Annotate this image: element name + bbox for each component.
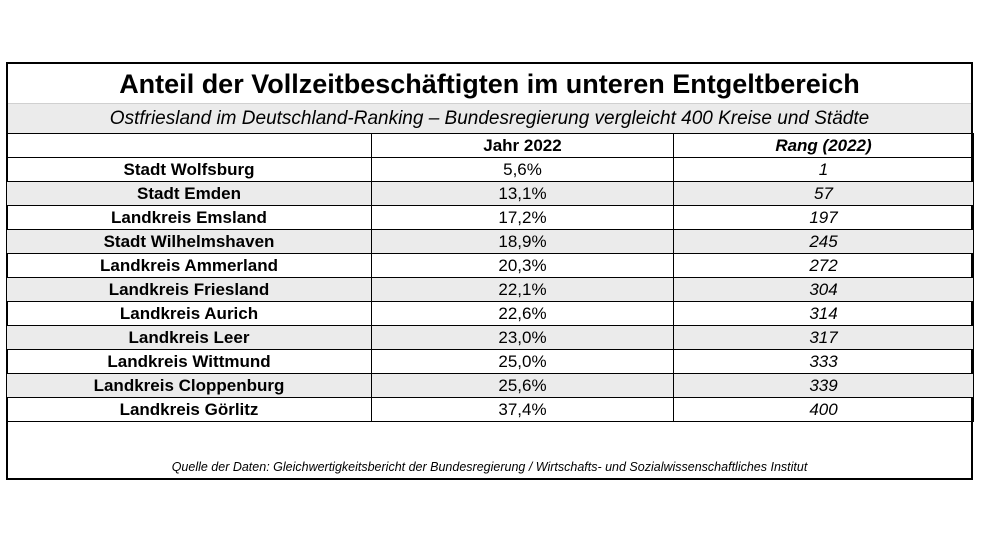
table-row: Stadt Wolfsburg 5,6% 1: [6, 157, 974, 182]
ranking-table: Jahr 2022 Rang (2022) Stadt Wolfsburg 5,…: [6, 133, 974, 422]
region-cell: Landkreis Leer: [6, 325, 372, 350]
rank-cell: 314: [673, 301, 974, 326]
rank-cell: 57: [673, 181, 974, 206]
rank-cell: 272: [673, 253, 974, 278]
rank-cell: 339: [673, 373, 974, 398]
share-cell: 22,1%: [371, 277, 674, 302]
share-cell: 20,3%: [371, 253, 674, 278]
share-cell: 18,9%: [371, 229, 674, 254]
table-row: Landkreis Leer 23,0% 317: [6, 325, 974, 350]
table-row: Landkreis Wittmund 25,0% 333: [6, 349, 974, 374]
table-row: Landkreis Friesland 22,1% 304: [6, 277, 974, 302]
share-cell: 5,6%: [371, 157, 674, 182]
region-cell: Landkreis Görlitz: [6, 397, 372, 422]
region-cell: Landkreis Ammerland: [6, 253, 372, 278]
source-note: Quelle der Daten: Gleichwertigkeitsberic…: [171, 460, 808, 474]
header-row: Jahr 2022 Rang (2022): [6, 133, 974, 158]
region-cell: Stadt Wilhelmshaven: [6, 229, 372, 254]
rank-cell: 317: [673, 325, 974, 350]
table-frame: Anteil der Vollzeitbeschäftigten im unte…: [6, 62, 974, 480]
share-cell: 22,6%: [371, 301, 674, 326]
region-cell: Stadt Wolfsburg: [6, 157, 372, 182]
region-cell: Stadt Emden: [6, 181, 372, 206]
table-row: Stadt Wilhelmshaven 18,9% 245: [6, 229, 974, 254]
share-cell: 25,0%: [371, 349, 674, 374]
rank-cell: 400: [673, 397, 974, 422]
rank-cell: 197: [673, 205, 974, 230]
header-rank: Rang (2022): [673, 133, 974, 158]
header-year: Jahr 2022: [371, 133, 674, 158]
rank-cell: 1: [673, 157, 974, 182]
table-row: Stadt Emden 13,1% 57: [6, 181, 974, 206]
region-cell: Landkreis Cloppenburg: [6, 373, 372, 398]
rank-cell: 333: [673, 349, 974, 374]
table-row: Landkreis Aurich 22,6% 314: [6, 301, 974, 326]
share-cell: 13,1%: [371, 181, 674, 206]
table-row: Landkreis Ammerland 20,3% 272: [6, 253, 974, 278]
share-cell: 25,6%: [371, 373, 674, 398]
rank-cell: 304: [673, 277, 974, 302]
region-cell: Landkreis Wittmund: [6, 349, 372, 374]
share-cell: 37,4%: [371, 397, 674, 422]
table-subtitle: Ostfriesland im Deutschland-Ranking – Bu…: [8, 104, 971, 133]
table-title: Anteil der Vollzeitbeschäftigten im unte…: [8, 64, 971, 104]
region-cell: Landkreis Aurich: [6, 301, 372, 326]
share-cell: 17,2%: [371, 205, 674, 230]
table-row: Landkreis Cloppenburg 25,6% 339: [6, 373, 974, 398]
region-cell: Landkreis Emsland: [6, 205, 372, 230]
share-cell: 23,0%: [371, 325, 674, 350]
table-row: Landkreis Görlitz 37,4% 400: [6, 397, 974, 422]
rank-cell: 245: [673, 229, 974, 254]
region-cell: Landkreis Friesland: [6, 277, 372, 302]
table-row: Landkreis Emsland 17,2% 197: [6, 205, 974, 230]
header-region: [6, 133, 372, 158]
